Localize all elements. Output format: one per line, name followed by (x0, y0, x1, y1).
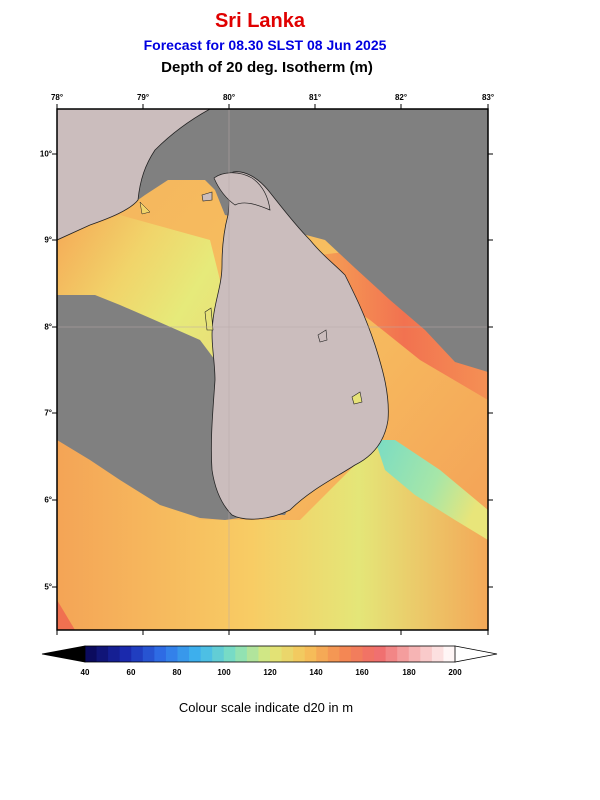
colorbar-tick-label: 100 (217, 668, 231, 677)
colorbar-cells (85, 646, 456, 662)
sri-lanka-landmass (210, 171, 389, 520)
colorbar-cell (443, 646, 456, 662)
colorbar-tick-label: 120 (263, 668, 277, 677)
colorbar-caption: Colour scale indicate d20 in m (178, 700, 354, 715)
colorbar-cell (374, 646, 387, 662)
kalpitiya-lagoon (204, 307, 214, 331)
inland-reservoir (317, 329, 328, 343)
colorbar-cell (339, 646, 352, 662)
colorbar-cell (431, 646, 444, 662)
map-frame (56, 108, 489, 631)
colorbar-cell (108, 646, 121, 662)
variable-title: Depth of 20 deg. Isotherm (m) (161, 59, 373, 76)
jaffna-peninsula (213, 172, 271, 211)
colorbar-cell (177, 646, 190, 662)
colorbar-frame (84, 645, 456, 663)
lon-label-82: 82° (394, 93, 408, 102)
map-region-title: Sri Lanka (214, 10, 306, 32)
colorbar-tick-label: 140 (309, 668, 323, 677)
colorbar-cell (304, 646, 317, 662)
colorbar-high-arrow (454, 645, 498, 663)
colorbar-cell (235, 646, 248, 662)
lon-label-80: 80° (222, 93, 236, 102)
colorbar-cell (212, 646, 225, 662)
colorbar-low-arrow (41, 645, 86, 663)
colorbar-cell (420, 646, 433, 662)
colorbar-cell (362, 646, 375, 662)
forecast-time-subtitle: Forecast for 08.30 SLST 08 Jun 2025 (143, 37, 387, 53)
east-coast-red-band (320, 250, 488, 400)
colorbar-cell (246, 646, 259, 662)
lon-label-78: 78° (50, 93, 64, 102)
lon-label-79: 79° (136, 93, 150, 102)
colorbar-cell (408, 646, 421, 662)
india-landmass (57, 109, 211, 241)
lon-label-81: 81° (308, 93, 322, 102)
map-ticks (52, 104, 493, 635)
colorbar-cell (142, 646, 155, 662)
colorbar-cell (281, 646, 294, 662)
lat-label-5: 5° (44, 582, 52, 592)
colorbar-cell (223, 646, 236, 662)
colorbar-cell (350, 646, 363, 662)
colorbar-cell (189, 646, 202, 662)
colorbar-cell (154, 646, 167, 662)
lat-label-9: 9° (44, 235, 52, 245)
lat-label-8: 8° (44, 322, 52, 332)
colorbar-cell (316, 646, 329, 662)
colorbar-cell (397, 646, 410, 662)
colorbar-cell (200, 646, 213, 662)
lon-label-83: 83° (481, 93, 495, 102)
colorbar-cell (119, 646, 132, 662)
lat-label-7: 7° (44, 408, 52, 418)
colorbar-tick-label: 200 (448, 668, 462, 677)
colorbar-cell (96, 646, 109, 662)
colorbar-tick-label: 80 (172, 668, 182, 677)
colorbar-tick-label: 60 (126, 668, 136, 677)
lat-label-6: 6° (44, 495, 52, 505)
lat-label-10: 10° (39, 149, 52, 159)
colorbar-cell (85, 646, 98, 662)
southeast-cyan-tongue (375, 440, 488, 540)
south-band (57, 440, 488, 630)
colorbar-cell (270, 646, 283, 662)
colorbar-tick-label: 160 (355, 668, 369, 677)
colorbar (41, 645, 498, 663)
east-lagoon (351, 391, 363, 405)
map-plot-area (57, 109, 488, 630)
colorbar-cell (165, 646, 178, 662)
colorbar-cell (327, 646, 340, 662)
island-small (201, 191, 213, 202)
colorbar-tick-label: 40 (80, 668, 90, 677)
colorbar-cell (131, 646, 144, 662)
colorbar-cell (293, 646, 306, 662)
southwest-red-patch (57, 600, 75, 630)
colorbar-cell (258, 646, 271, 662)
colorbar-cell (385, 646, 398, 662)
coastal-patch (139, 201, 151, 215)
colorbar-tick-label: 180 (402, 668, 416, 677)
